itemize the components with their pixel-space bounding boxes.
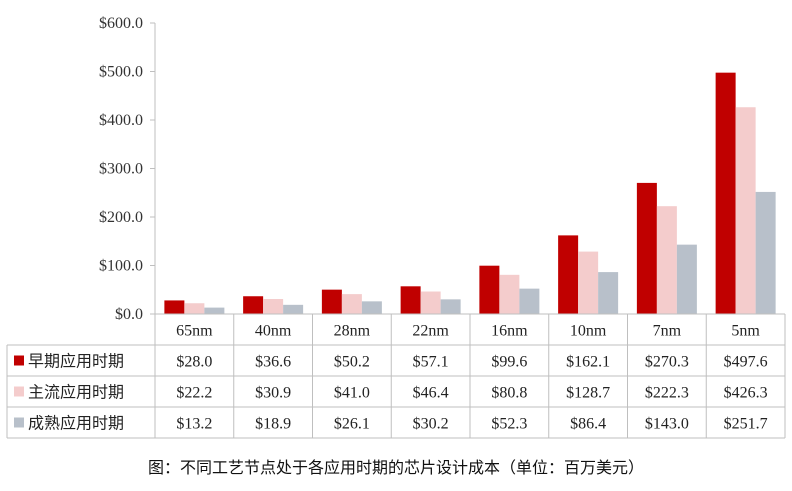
bar [598,272,619,314]
data-label: $36.6 [255,354,291,371]
bar [321,289,342,314]
bar [499,274,520,314]
y-tick-label: $500.0 [99,64,143,81]
data-label: $270.3 [645,354,689,371]
bar [243,296,264,314]
data-label: $46.4 [413,385,449,402]
x-tick-label: 22nm [412,323,449,340]
x-tick-label: 7nm [653,323,682,340]
bar [558,235,579,314]
bar [184,303,205,314]
data-label: $497.6 [724,354,768,371]
legend-label: 早期应用时期 [28,352,124,371]
data-label: $251.7 [724,416,768,433]
bar [656,206,677,314]
data-label: $426.3 [724,385,768,402]
data-label: $41.0 [334,385,370,402]
data-label: $26.1 [334,416,370,433]
bar [735,107,756,314]
bar [283,304,304,314]
y-tick-label: $300.0 [99,161,143,178]
legend-swatch [14,417,24,428]
bar [578,251,599,314]
figure-caption: 图：不同工艺节点处于各应用时期的芯片设计成本（单位：百万美元） [147,458,644,477]
y-tick-label: $0.0 [115,306,143,323]
bar [636,182,657,314]
legend-swatch [14,386,24,397]
data-label: $143.0 [645,416,689,433]
legend-swatch [14,355,24,366]
data-label: $80.8 [491,385,527,402]
legend-label: 主流应用时期 [28,383,124,402]
y-tick-label: $200.0 [99,209,143,226]
bar [715,72,736,314]
data-label: $30.2 [413,416,449,433]
y-tick-label: $100.0 [99,258,143,275]
bar [204,307,225,314]
bar [440,299,461,314]
x-tick-label: 16nm [491,323,528,340]
legend-label: 成熟应用时期 [28,414,124,433]
data-label: $22.2 [176,385,212,402]
x-tick-label: 10nm [570,323,607,340]
bar [341,294,362,314]
data-label: $99.6 [491,354,527,371]
data-label: $222.3 [645,385,689,402]
x-tick-label: 40nm [255,323,292,340]
x-tick-label: 65nm [176,323,213,340]
data-label: $28.0 [176,354,212,371]
data-label: $162.1 [566,354,610,371]
x-tick-label: 5nm [731,323,760,340]
data-label: $30.9 [255,385,291,402]
bar [263,299,284,314]
bar [755,191,776,314]
bar [479,265,500,314]
data-label: $57.1 [413,354,449,371]
y-tick-label: $600.0 [99,15,143,32]
data-label: $52.3 [491,416,527,433]
data-label: $50.2 [334,354,370,371]
bar [164,300,185,314]
data-label: $128.7 [566,385,610,402]
y-tick-label: $400.0 [99,112,143,129]
bar [420,291,441,314]
data-label: $13.2 [176,416,212,433]
bar [400,286,421,314]
data-label: $86.4 [570,416,606,433]
x-tick-label: 28nm [334,323,371,340]
bar [519,288,540,314]
data-label: $18.9 [255,416,291,433]
bar [361,301,382,314]
bar [676,244,697,314]
